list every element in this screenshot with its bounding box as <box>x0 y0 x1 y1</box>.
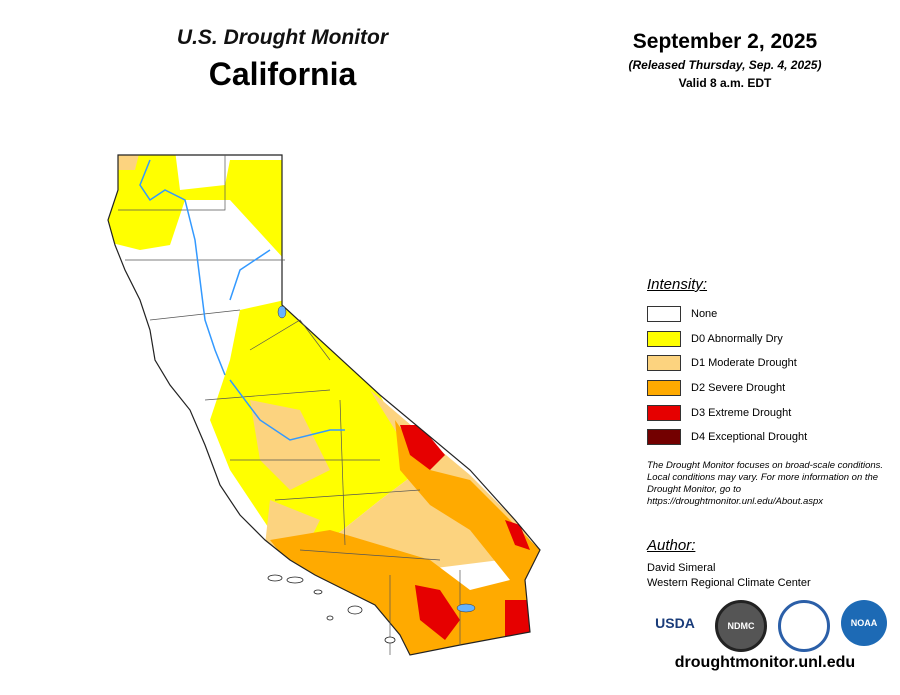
area-d1 <box>115 155 140 170</box>
legend-label: D0 Abnormally Dry <box>691 332 783 345</box>
legend-item: None <box>647 302 807 327</box>
ndmc-logo: NDMC <box>715 600 767 652</box>
valid-time: Valid 8 a.m. EDT <box>678 76 772 90</box>
area-d3 <box>400 425 445 470</box>
release-date: (Released Thursday, Sep. 4, 2025) <box>628 58 822 72</box>
legend-item: D2 Severe Drought <box>647 376 807 401</box>
state-name: California <box>208 56 357 92</box>
channel-islands <box>267 574 396 644</box>
disclaimer: The Drought Monitor focuses on broad-sca… <box>647 460 884 507</box>
legend-swatch <box>647 355 681 372</box>
legend-item: D3 Extreme Drought <box>647 400 807 425</box>
author-line: Western Regional Climate Center <box>647 577 811 589</box>
legend-swatch <box>647 306 681 323</box>
usda-logo: USDA <box>652 600 698 646</box>
area-d1 <box>250 400 330 490</box>
area-d0 <box>108 155 285 260</box>
legend-label: None <box>691 308 718 321</box>
author-heading: Author: <box>647 537 696 554</box>
area-d2 <box>270 420 540 655</box>
author-line: David Simeral <box>647 562 716 574</box>
legend-swatch <box>647 330 681 347</box>
author-lines: David Simeral Western Regional Climate Ce… <box>647 561 811 591</box>
legend-label: D1 Moderate Drought <box>691 357 797 370</box>
legend-item: D0 Abnormally Dry <box>647 327 807 352</box>
lake-tahoe <box>277 305 287 319</box>
legend-swatch <box>647 380 681 397</box>
legend-title: Intensity: <box>647 276 708 293</box>
area-d3 <box>505 520 530 550</box>
area-d0 <box>210 300 420 545</box>
drought-areas <box>108 155 540 655</box>
rivers <box>139 159 345 441</box>
noaa-logo: NOAA <box>841 600 887 646</box>
legend-label: D2 Severe Drought <box>691 382 786 395</box>
legend: None D0 Abnormally Dry D1 Moderate Drought… <box>647 302 807 450</box>
legend-label: D4 Exceptional Drought <box>691 431 808 444</box>
legend-swatch <box>647 429 681 446</box>
doc-logo <box>778 600 830 652</box>
map-date: September 2, 2025 <box>632 30 818 53</box>
title: U.S. Drought Monitor <box>176 26 389 49</box>
state-border <box>107 154 541 656</box>
legend-item: D1 Moderate Drought <box>647 351 807 376</box>
area-d3 <box>415 585 460 640</box>
legend-label: D3 Extreme Drought <box>691 406 792 419</box>
salton-sea <box>456 603 476 613</box>
map <box>107 154 541 656</box>
website-url[interactable]: droughtmonitor.unl.edu <box>674 654 856 671</box>
legend-swatch <box>647 404 681 421</box>
legend-item: D4 Exceptional Drought <box>647 425 807 450</box>
